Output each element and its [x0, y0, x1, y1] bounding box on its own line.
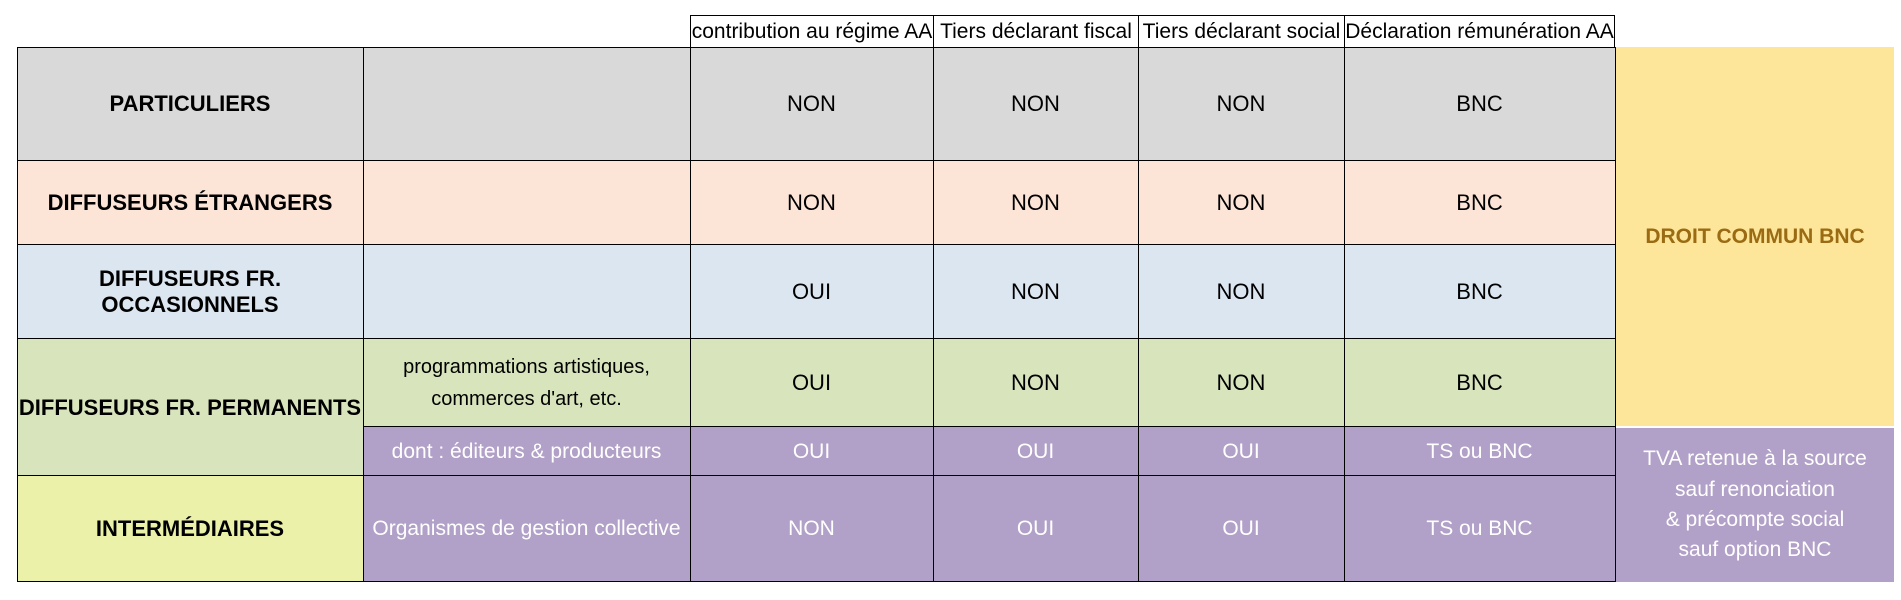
row-bg-intermediaires — [363, 476, 1615, 582]
cell-editeurs-fiscal: OUI — [1016, 439, 1055, 463]
grid-line — [1344, 47, 1345, 582]
column-header-declaration: Déclaration rémunération AA — [1344, 15, 1615, 48]
row-bg-permanents — [17, 339, 1615, 427]
row-bg-occasionnels — [17, 245, 1615, 339]
cell-permanents-social: NON — [1216, 370, 1266, 395]
grid-line — [1615, 47, 1616, 582]
cell-particuliers-declaration: BNC — [1456, 91, 1503, 116]
droit-commun-bnc: DROIT COMMUN BNC — [1616, 47, 1894, 426]
grid-line — [17, 338, 1615, 339]
column-header-tiers-fiscal: Tiers déclarant fiscal — [933, 15, 1139, 48]
cell-permanents-declaration: BNC — [1456, 370, 1503, 395]
cell-occasionnels-contribution: OUI — [791, 279, 832, 304]
cell-particuliers-social: NON — [1216, 91, 1266, 116]
label-bg-permanents-lower — [17, 427, 363, 476]
grid-line — [1138, 47, 1139, 582]
row-bg-etrangers — [17, 161, 1615, 245]
grid-line — [933, 47, 934, 582]
cell-editeurs-contribution: OUI — [792, 439, 831, 463]
grid-line — [17, 244, 1615, 245]
grid-line — [690, 47, 691, 582]
column-header-contribution: contribution au régime AA — [690, 15, 934, 48]
grid-line — [17, 47, 1615, 48]
grid-line — [363, 426, 1615, 427]
row-label-intermediaires: INTERMÉDIAIRES — [95, 516, 285, 541]
row-label-particuliers: PARTICULIERS — [109, 91, 271, 116]
cell-etrangers-declaration: BNC — [1456, 190, 1503, 215]
tva-line-1: TVA retenue à la source — [1643, 447, 1867, 471]
sub-label-permanents-line-1: programmations artistiques, — [403, 356, 650, 378]
cell-intermediaires-fiscal: OUI — [1016, 517, 1055, 540]
grid-line — [17, 160, 1615, 161]
tva-line-4: sauf option BNC — [1678, 538, 1832, 562]
row-label-occasionnels: DIFFUSEURS FR. OCCASIONNELS — [98, 266, 282, 317]
cell-occasionnels-social: NON — [1216, 279, 1266, 304]
grid-line — [17, 475, 1615, 476]
sub-label-intermediaires: Organismes de gestion collective — [372, 517, 681, 540]
cell-occasionnels-fiscal: NON — [1011, 279, 1060, 304]
row-label-etrangers: DIFFUSEURS ÉTRANGERS — [47, 190, 333, 215]
row-bg-particuliers — [17, 47, 1615, 161]
grid-line — [363, 47, 364, 582]
cell-intermediaires-social: OUI — [1222, 517, 1260, 540]
label-bg-intermediaires — [17, 476, 363, 582]
tva-retenue-note: TVA retenue à la source sauf renonciatio… — [1616, 428, 1894, 582]
cell-occasionnels-declaration: BNC — [1456, 279, 1503, 304]
cell-etrangers-social: NON — [1216, 190, 1266, 215]
grid-line — [17, 581, 1615, 582]
cell-particuliers-fiscal: NON — [1011, 91, 1060, 116]
grid-line — [17, 47, 18, 582]
cell-permanents-fiscal: NON — [1011, 370, 1060, 395]
cell-particuliers-contribution: NON — [787, 91, 836, 116]
cell-intermediaires-declaration: TS ou BNC — [1426, 517, 1533, 540]
sub-label-editeurs: dont : éditeurs & producteurs — [391, 439, 662, 463]
cell-permanents-contribution: OUI — [791, 370, 832, 395]
tva-line-2: sauf renonciation — [1675, 477, 1835, 501]
tva-line-3: & précompte social — [1665, 508, 1845, 531]
sub-label-permanents-line-2: commerces d'art, etc. — [431, 388, 622, 410]
sub-label-permanents: programmations artistiques, commerces d'… — [363, 339, 690, 427]
cell-editeurs-declaration: TS ou BNC — [1426, 439, 1533, 463]
row-bg-editeurs — [363, 427, 1615, 476]
cell-editeurs-social: OUI — [1222, 439, 1260, 463]
row-label-permanents: DIFFUSEURS FR. PERMANENTS — [18, 394, 362, 420]
column-header-tiers-social: Tiers déclarant social — [1138, 15, 1345, 48]
cell-etrangers-contribution: NON — [787, 190, 836, 215]
cell-etrangers-fiscal: NON — [1011, 190, 1060, 215]
cell-intermediaires-contribution: NON — [788, 517, 835, 540]
